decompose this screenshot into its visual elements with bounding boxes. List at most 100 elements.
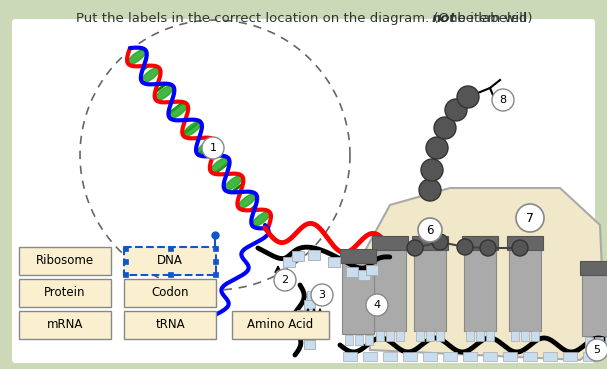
FancyBboxPatch shape xyxy=(511,331,519,341)
FancyBboxPatch shape xyxy=(283,257,296,267)
FancyBboxPatch shape xyxy=(476,331,484,341)
FancyBboxPatch shape xyxy=(363,352,377,361)
Circle shape xyxy=(418,218,442,242)
Circle shape xyxy=(434,117,456,139)
FancyBboxPatch shape xyxy=(383,352,397,361)
Circle shape xyxy=(457,239,473,255)
FancyBboxPatch shape xyxy=(423,352,437,361)
Text: Amino Acid: Amino Acid xyxy=(248,318,314,331)
FancyBboxPatch shape xyxy=(583,352,597,361)
FancyBboxPatch shape xyxy=(297,310,308,319)
FancyBboxPatch shape xyxy=(345,335,353,345)
Circle shape xyxy=(445,99,467,121)
FancyBboxPatch shape xyxy=(414,244,446,331)
FancyBboxPatch shape xyxy=(124,247,216,275)
FancyBboxPatch shape xyxy=(12,19,595,363)
FancyBboxPatch shape xyxy=(213,246,218,251)
FancyBboxPatch shape xyxy=(386,331,394,341)
Circle shape xyxy=(202,137,224,159)
Polygon shape xyxy=(128,49,146,65)
FancyBboxPatch shape xyxy=(296,320,307,329)
Polygon shape xyxy=(239,194,256,208)
Circle shape xyxy=(492,89,514,111)
FancyBboxPatch shape xyxy=(365,335,373,345)
FancyBboxPatch shape xyxy=(507,236,543,250)
FancyBboxPatch shape xyxy=(483,352,497,361)
FancyBboxPatch shape xyxy=(466,331,474,341)
FancyBboxPatch shape xyxy=(563,352,577,361)
Text: be labeled): be labeled) xyxy=(453,12,532,25)
FancyBboxPatch shape xyxy=(358,270,370,280)
Circle shape xyxy=(457,86,479,108)
Text: Put the labels in the correct location on the diagram. (One item will: Put the labels in the correct location o… xyxy=(75,12,531,25)
FancyBboxPatch shape xyxy=(585,337,593,347)
FancyBboxPatch shape xyxy=(443,352,457,361)
Polygon shape xyxy=(183,122,201,137)
Polygon shape xyxy=(225,176,243,190)
Circle shape xyxy=(480,240,496,256)
FancyBboxPatch shape xyxy=(302,330,313,339)
Circle shape xyxy=(426,137,448,159)
FancyBboxPatch shape xyxy=(396,331,404,341)
FancyBboxPatch shape xyxy=(123,246,128,251)
FancyBboxPatch shape xyxy=(531,331,539,341)
FancyBboxPatch shape xyxy=(595,337,603,347)
Polygon shape xyxy=(211,158,229,172)
FancyBboxPatch shape xyxy=(365,265,378,275)
Circle shape xyxy=(407,240,423,256)
FancyBboxPatch shape xyxy=(412,236,448,250)
FancyBboxPatch shape xyxy=(374,244,406,331)
Polygon shape xyxy=(360,188,605,360)
Polygon shape xyxy=(155,86,174,100)
FancyBboxPatch shape xyxy=(304,339,314,348)
Circle shape xyxy=(311,284,333,306)
FancyBboxPatch shape xyxy=(582,269,607,336)
FancyBboxPatch shape xyxy=(19,279,111,307)
FancyBboxPatch shape xyxy=(346,267,358,277)
FancyBboxPatch shape xyxy=(123,272,128,277)
FancyBboxPatch shape xyxy=(355,335,363,345)
Circle shape xyxy=(516,204,544,232)
Polygon shape xyxy=(141,68,160,82)
FancyBboxPatch shape xyxy=(463,352,477,361)
Text: DNA: DNA xyxy=(157,255,183,268)
Text: 3: 3 xyxy=(319,290,325,300)
Text: 6: 6 xyxy=(426,224,434,237)
FancyBboxPatch shape xyxy=(580,261,607,275)
FancyBboxPatch shape xyxy=(328,258,339,268)
FancyBboxPatch shape xyxy=(503,352,517,361)
Polygon shape xyxy=(169,104,188,118)
Text: 2: 2 xyxy=(282,275,288,285)
Text: not: not xyxy=(432,12,457,25)
FancyBboxPatch shape xyxy=(213,259,218,264)
Polygon shape xyxy=(197,139,215,154)
FancyBboxPatch shape xyxy=(464,244,496,331)
Text: 8: 8 xyxy=(500,95,507,105)
FancyBboxPatch shape xyxy=(342,257,374,334)
FancyBboxPatch shape xyxy=(521,331,529,341)
FancyBboxPatch shape xyxy=(509,244,541,331)
Text: Protein: Protein xyxy=(44,286,86,300)
Text: tRNA: tRNA xyxy=(155,318,185,331)
FancyBboxPatch shape xyxy=(416,331,424,341)
FancyBboxPatch shape xyxy=(462,236,498,250)
Text: 7: 7 xyxy=(526,211,534,224)
FancyBboxPatch shape xyxy=(124,311,216,339)
FancyBboxPatch shape xyxy=(123,259,128,264)
Circle shape xyxy=(586,339,607,361)
Circle shape xyxy=(512,240,528,256)
FancyBboxPatch shape xyxy=(605,337,607,347)
FancyBboxPatch shape xyxy=(168,272,173,277)
FancyBboxPatch shape xyxy=(213,272,218,277)
FancyBboxPatch shape xyxy=(19,311,111,339)
FancyBboxPatch shape xyxy=(293,251,304,261)
Text: 1: 1 xyxy=(209,143,217,153)
Text: Ribosome: Ribosome xyxy=(36,255,94,268)
FancyBboxPatch shape xyxy=(403,352,417,361)
Text: 4: 4 xyxy=(373,300,381,310)
FancyBboxPatch shape xyxy=(232,311,329,339)
Text: mRNA: mRNA xyxy=(47,318,83,331)
Circle shape xyxy=(366,294,388,316)
FancyBboxPatch shape xyxy=(426,331,434,341)
FancyBboxPatch shape xyxy=(543,352,557,361)
